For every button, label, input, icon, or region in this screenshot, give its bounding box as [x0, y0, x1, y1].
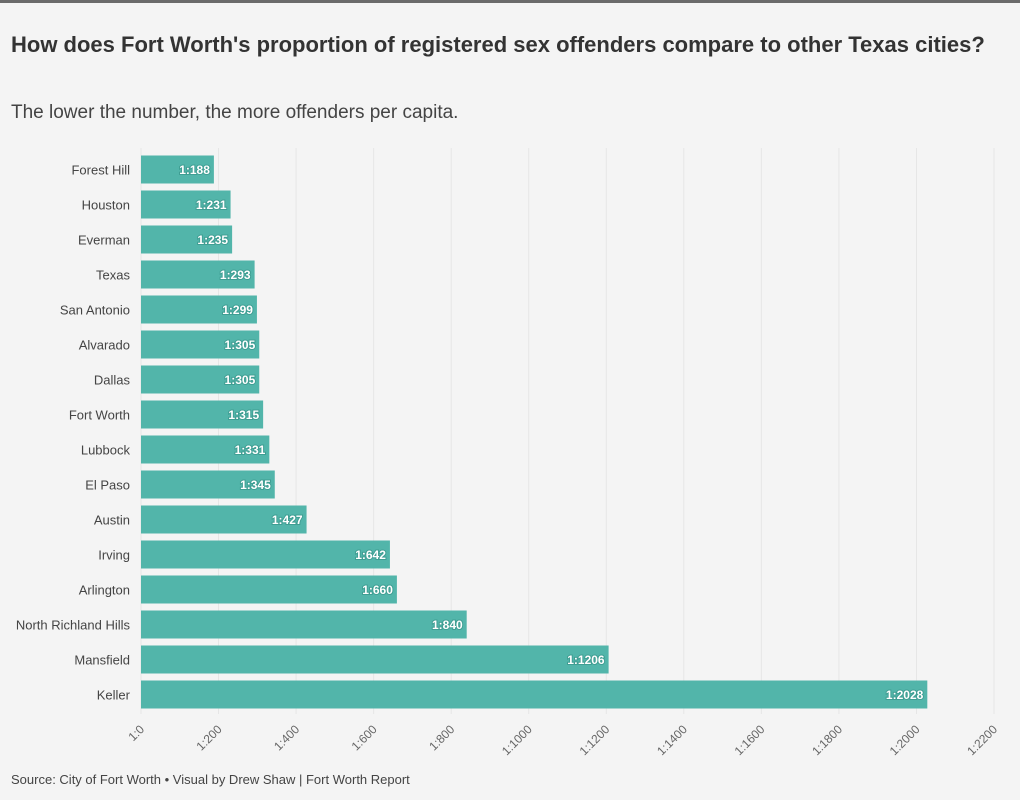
x-tick-label: 1:1200 [577, 722, 613, 758]
category-label: Dallas [94, 373, 131, 388]
category-label: Alvarado [79, 338, 130, 353]
bar [141, 295, 257, 324]
bar [141, 470, 275, 499]
data-label: 1:235 [197, 233, 228, 247]
x-tick-label: 1:600 [349, 722, 380, 753]
x-tick-label: 1:2000 [887, 722, 923, 758]
bar [141, 260, 255, 289]
bar [141, 645, 609, 674]
bar [141, 680, 928, 709]
bar [141, 155, 214, 184]
x-tick-label: 1:1600 [732, 722, 768, 758]
x-tick-label: 1:1800 [809, 722, 845, 758]
bar-chart: Forest Hill Houston Everman Texas San Antoni… [16, 148, 1000, 758]
top-border [0, 0, 1020, 3]
category-label: Lubbock [81, 443, 131, 458]
x-tick-label: 1:200 [194, 722, 225, 753]
category-label: Mansfield [74, 653, 130, 668]
data-label: 1:642 [355, 548, 386, 562]
source-note: Source: City of Fort Worth • Visual by D… [11, 772, 410, 787]
bar [141, 225, 233, 254]
data-label: 1:315 [228, 408, 259, 422]
value-labels: 1:188 1:231 1:235 1:293 1:299 1:305 1:305 1:315… [178, 162, 924, 703]
data-label: 1:305 [225, 338, 256, 352]
category-label: Fort Worth [69, 408, 130, 423]
bar [141, 575, 397, 604]
bars [141, 155, 928, 709]
x-tick-label: 1:0 [125, 722, 147, 744]
category-label: Forest Hill [71, 163, 130, 178]
data-label: 1:660 [362, 583, 393, 597]
x-tick-label: 1:800 [426, 722, 457, 753]
bar [141, 610, 467, 639]
bar [141, 400, 264, 429]
data-label: 1:1206 [567, 653, 605, 667]
category-label: San Antonio [60, 303, 130, 318]
data-label: 1:299 [222, 303, 253, 317]
x-tick-label: 1:400 [271, 722, 302, 753]
chart-title: How does Fort Worth's proportion of regi… [11, 32, 985, 57]
bar [141, 190, 231, 219]
category-label: Arlington [79, 583, 130, 598]
bar [141, 365, 260, 394]
category-label: Keller [97, 688, 131, 703]
x-tick-label: 1:1400 [654, 722, 690, 758]
data-label: 1:293 [220, 268, 251, 282]
bar [141, 540, 390, 569]
data-label: 1:840 [432, 618, 463, 632]
data-label: 1:427 [272, 513, 303, 527]
bar [141, 435, 270, 464]
category-label: Austin [94, 513, 130, 528]
data-label: 1:231 [196, 198, 227, 212]
category-label: El Paso [85, 478, 130, 493]
category-label: North Richland Hills [16, 618, 131, 633]
category-label: Houston [82, 198, 130, 213]
x-axis-ticks: 1:0 1:200 1:400 1:600 1:800 1:1000 1:1200 1:140… [125, 722, 1000, 758]
bar [141, 505, 307, 534]
bar [141, 330, 260, 359]
x-tick-label: 1:2200 [964, 722, 1000, 758]
x-tick-label: 1:1000 [499, 722, 535, 758]
chart-subtitle: The lower the number, the more offenders… [11, 102, 459, 123]
data-label: 1:188 [179, 163, 210, 177]
data-label: 1:2028 [886, 688, 924, 702]
category-labels: Forest Hill Houston Everman Texas San Antoni… [16, 163, 131, 703]
category-label: Everman [78, 233, 130, 248]
data-label: 1:345 [240, 478, 271, 492]
data-label: 1:331 [235, 443, 266, 457]
category-label: Texas [96, 268, 130, 283]
data-label: 1:305 [225, 373, 256, 387]
category-label: Irving [98, 548, 130, 563]
